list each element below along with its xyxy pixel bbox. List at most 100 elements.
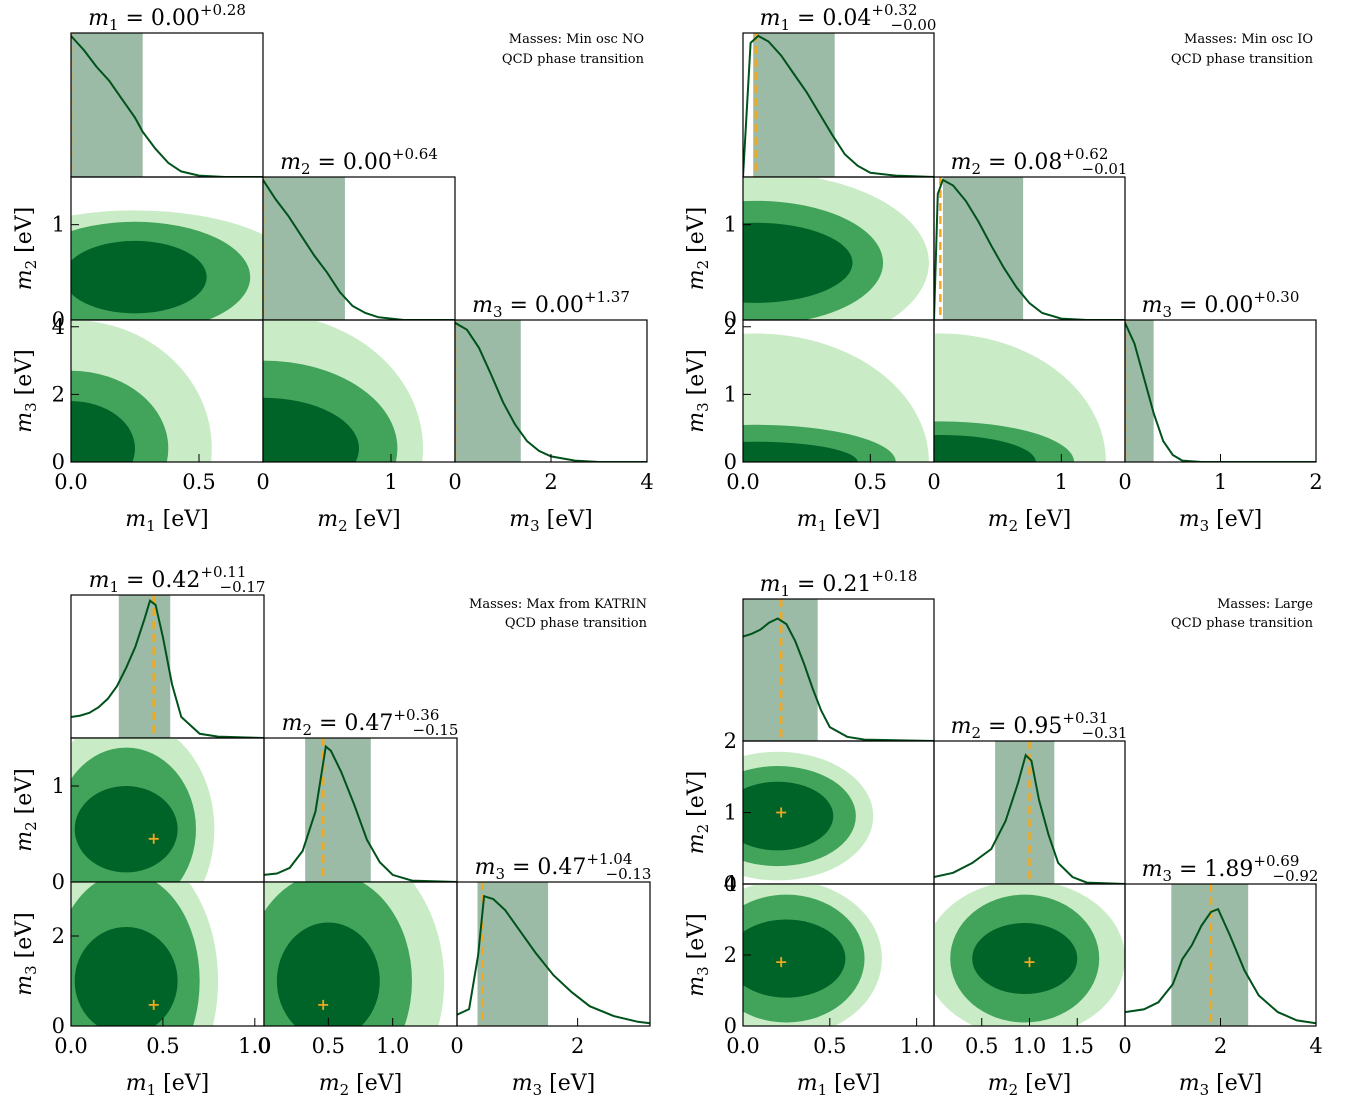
x-tick-label: 1.5 <box>1061 1034 1094 1058</box>
annotation-line-1: Masses: Max from KATRIN <box>469 597 647 612</box>
marginal-m1: m1 = 0.42+0.11−0.17 <box>70 563 265 739</box>
title-plus: +1.04 <box>586 850 632 868</box>
label-symbol: m <box>1179 507 1200 532</box>
x-tick-label: 2 <box>1309 470 1322 494</box>
title-plus: +0.69 <box>1253 852 1299 870</box>
title-value: = 0.21 <box>790 572 871 597</box>
label-unit: [eV] <box>1209 1071 1262 1096</box>
param-title: m2 = 0.00+0.64 <box>280 145 438 178</box>
title-subscript: 3 <box>1162 867 1172 885</box>
param-title: m3 = 0.00+0.30 <box>1142 288 1300 321</box>
panel-content <box>455 320 647 462</box>
title-plus: +0.36 <box>393 706 439 724</box>
panel-content <box>743 177 929 320</box>
title-plus: +0.28 <box>200 1 246 19</box>
label-symbol: m <box>512 1071 533 1096</box>
title-plus: +0.32 <box>871 1 917 19</box>
param-title: m1 = 0.04+0.32 <box>760 1 918 34</box>
panel-content <box>1125 320 1316 462</box>
marginal-m2: m2 = 0.95+0.31−0.31 <box>933 709 1127 885</box>
truth-marker <box>776 807 787 818</box>
y-tick-label: 1 <box>724 382 737 406</box>
y-tick-label: 0 <box>724 308 737 332</box>
title-symbol: m <box>760 572 781 597</box>
title-symbol: m <box>760 6 781 31</box>
posterior-curve <box>934 178 1125 320</box>
x-tick-label: 0 <box>1118 470 1131 494</box>
x-tick-label: 4 <box>640 470 653 494</box>
contour-level-3 <box>934 434 1036 462</box>
label-symbol: m <box>12 831 37 852</box>
panel-content <box>71 320 212 462</box>
label-subscript: 3 <box>533 1081 543 1099</box>
y-axis-label: m3 [eV] <box>684 913 712 997</box>
contour-level-3 <box>71 240 207 314</box>
panel-content <box>71 595 264 738</box>
y-axis-label: m2 [eV] <box>12 768 40 852</box>
x-tick-label: 0 <box>1118 1034 1131 1058</box>
panel-content <box>71 882 219 1026</box>
x-tick-label: 1 <box>1214 470 1227 494</box>
contour-level-3 <box>743 781 834 851</box>
panel-content <box>264 882 445 1026</box>
title-plus: +0.62 <box>1062 145 1108 163</box>
label-subscript: 1 <box>147 1081 157 1099</box>
label-unit: [eV] <box>1018 1071 1071 1096</box>
panel-content <box>934 177 1125 320</box>
label-unit: [eV] <box>156 507 209 532</box>
y-tick-label: 1 <box>52 774 65 798</box>
panel-content <box>71 33 263 177</box>
panel-frame <box>456 881 651 1027</box>
marginal-m1: m1 = 0.00+0.28 <box>70 1 264 178</box>
label-subscript: 2 <box>1009 517 1019 535</box>
posterior-curve <box>743 617 934 741</box>
x-axis-label: m3 [eV] <box>1179 1071 1263 1099</box>
x-tick-label: 2 <box>571 1034 584 1058</box>
y-tick-label: 4 <box>52 315 65 339</box>
title-plus: +0.11 <box>200 563 246 581</box>
label-unit: [eV] <box>540 507 593 532</box>
x-tick-label: 0 <box>450 1034 463 1058</box>
annotation-line-1: Masses: Large <box>1217 597 1313 612</box>
title-value: = 1.89 <box>1172 857 1253 882</box>
contour-level-3 <box>743 222 853 303</box>
title-symbol: m <box>1142 857 1163 882</box>
label-subscript: 2 <box>1009 1081 1019 1099</box>
label-subscript: 3 <box>22 965 40 975</box>
label-unit: [eV] <box>12 912 37 965</box>
credible-band <box>995 741 1055 884</box>
x-axis-label: m1 [eV] <box>797 507 881 535</box>
title-subscript: 3 <box>493 303 503 321</box>
x-axis-label: m3 [eV] <box>1179 507 1263 535</box>
truth-marker <box>776 957 787 968</box>
title-subscript: 1 <box>780 16 790 34</box>
title-subscript: 1 <box>780 582 790 600</box>
label-unit: [eV] <box>12 207 37 260</box>
contour-level-3 <box>276 922 380 1026</box>
label-symbol: m <box>509 507 530 532</box>
title-value: = 0.95 <box>981 714 1062 739</box>
title-subscript: 2 <box>302 721 312 739</box>
x-tick-label: 0.5 <box>182 470 215 494</box>
label-subscript: 3 <box>1200 517 1210 535</box>
x-axis-label: m2 [eV] <box>317 507 401 535</box>
title-symbol: m <box>280 150 301 175</box>
corner-plot-3: Masses: Max from KATRIN QCD phase transit… <box>12 563 651 1099</box>
title-subscript: 1 <box>109 578 119 596</box>
x-tick-label: 0.5 <box>312 1034 345 1058</box>
marginal-m2: m2 = 0.08+0.62−0.01 <box>933 145 1127 321</box>
marginal-m1: m1 = 0.21+0.18 <box>742 567 935 742</box>
label-subscript: 2 <box>22 260 40 270</box>
contour-level-3 <box>74 786 178 873</box>
truth-marker <box>318 999 329 1010</box>
x-axis-label: m3 [eV] <box>512 1071 596 1099</box>
panel-content <box>457 882 650 1026</box>
y-tick-label: 1 <box>724 213 737 237</box>
param-title: m3 = 0.00+1.37 <box>472 288 630 321</box>
title-value: = 0.42 <box>119 568 200 593</box>
posterior-curve <box>455 321 647 462</box>
x-tick-label: 0.5 <box>813 1034 846 1058</box>
